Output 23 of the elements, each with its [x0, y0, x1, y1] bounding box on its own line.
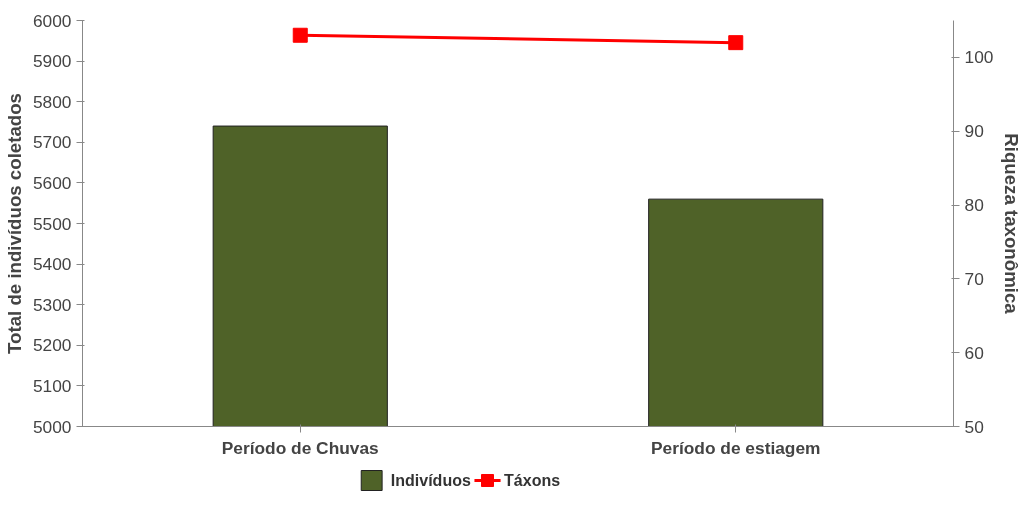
- y2-tick-label: 80: [964, 195, 984, 216]
- y-tick-label: 5000: [32, 416, 72, 437]
- x-tick-label: Período de estiagem: [651, 437, 821, 458]
- legend-label: Táxons: [504, 472, 561, 489]
- y-axis-title: Total de indivíduos coletados: [3, 93, 25, 354]
- y-tick-label: 5400: [32, 254, 72, 275]
- y-tick-label: 5200: [32, 335, 72, 356]
- y-tick-label: 5900: [32, 51, 72, 72]
- y2-tick-label: 70: [964, 268, 984, 289]
- x-tick-label: Período de Chuvas: [221, 437, 379, 458]
- y-tick-label: 5500: [32, 213, 72, 234]
- y2-axis-title: Riqueza taxonômica: [1001, 133, 1023, 315]
- y-tick-label: 5800: [32, 91, 72, 112]
- y2-tick-label: 50: [964, 416, 984, 437]
- y-tick-label: 5300: [32, 294, 72, 315]
- y-tick-label: 5600: [32, 172, 72, 193]
- y-tick-label: 5700: [32, 132, 72, 153]
- y2-tick-label: 90: [964, 121, 984, 142]
- y-tick-label: 6000: [32, 10, 72, 31]
- legend-label: Indivíduos: [390, 472, 471, 489]
- y-tick-label: 5100: [32, 375, 72, 396]
- y2-tick-label: 60: [964, 342, 984, 363]
- y2-tick-label: 100: [964, 47, 994, 68]
